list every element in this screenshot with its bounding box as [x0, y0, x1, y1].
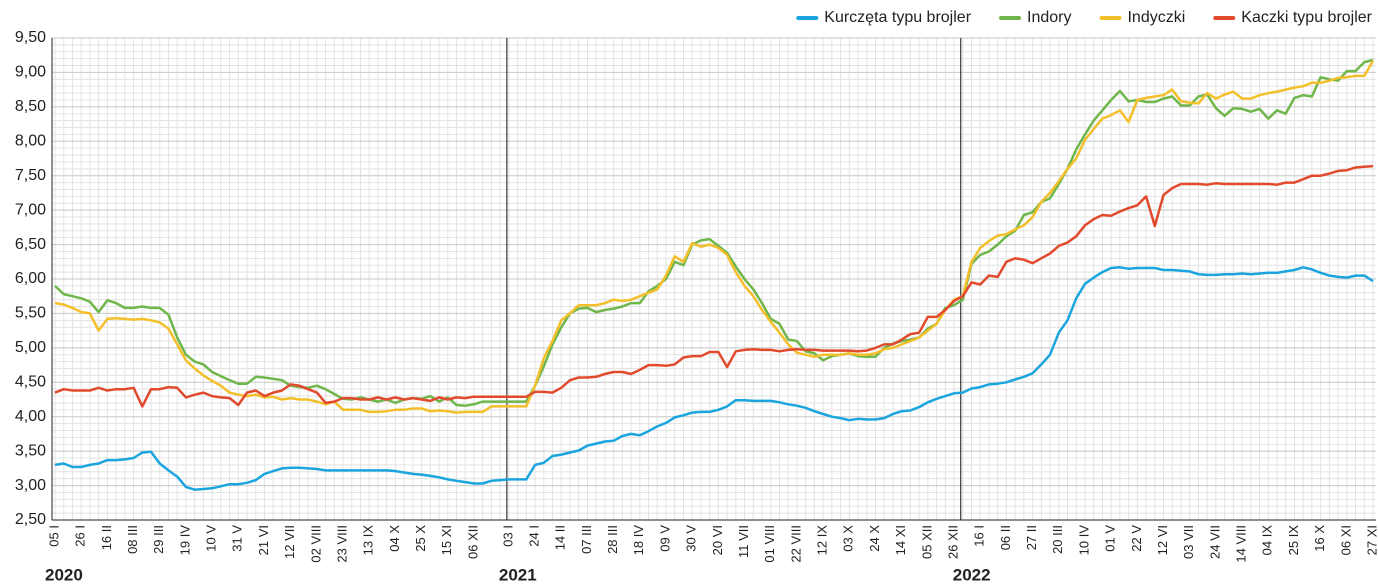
- x-tick-label: 31 V: [230, 525, 245, 552]
- x-tick-label: 12 IX: [815, 525, 830, 556]
- y-tick-label: 4,50: [15, 374, 46, 391]
- y-tick-label: 6,50: [15, 236, 46, 253]
- legend-label: Indory: [1027, 9, 1071, 26]
- x-tick-label: 06 II: [998, 525, 1013, 550]
- y-tick-label: 4,00: [15, 408, 46, 425]
- x-tick-label: 05 XII: [919, 525, 934, 559]
- legend-label: Kurczęta typu brojler: [824, 9, 971, 26]
- x-tick-label: 14 XI: [893, 525, 908, 555]
- x-tick-label: 22 VIII: [788, 525, 803, 563]
- series-line: [54, 60, 1375, 414]
- x-tick-label: 24 VII: [1207, 525, 1222, 559]
- x-tick-label: 01 V: [1103, 525, 1118, 552]
- x-tick-label: 25 IX: [1286, 525, 1301, 556]
- series-line: [54, 58, 1374, 407]
- y-tick-label: 6,00: [15, 270, 46, 287]
- y-tick-label: 9,50: [15, 29, 46, 46]
- series-line: [54, 266, 1374, 491]
- y-tick-label: 3,00: [15, 477, 46, 494]
- x-tick-label: 11 VII: [736, 525, 751, 558]
- x-tick-label: 18 IV: [631, 525, 646, 556]
- y-tick-label: 7,50: [15, 167, 46, 184]
- y-tick-label: 3,50: [15, 442, 46, 459]
- y-tick-label: 8,50: [15, 98, 46, 115]
- x-tick-label: 25 X: [413, 525, 428, 552]
- x-tick-label: 04 X: [387, 525, 402, 552]
- x-tick-label: 10 IV: [1076, 525, 1091, 556]
- y-tick-label: 9,00: [15, 64, 46, 81]
- x-tick-label: 09 V: [657, 525, 672, 552]
- year-label: 2020: [45, 565, 83, 584]
- x-tick-label: 03 I: [500, 525, 515, 547]
- x-tick-label: 04 IX: [1260, 525, 1275, 556]
- legend-label: Indyczki: [1127, 9, 1185, 26]
- x-tick-label: 30 V: [684, 525, 699, 552]
- x-tick-label: 29 III: [151, 525, 166, 554]
- x-tick-label: 16 I: [972, 525, 987, 547]
- x-tick-label: 24 X: [867, 525, 882, 552]
- legend-label: Kaczki typu brojler: [1241, 9, 1372, 26]
- x-tick-label: 28 III: [605, 525, 620, 554]
- x-tick-label: 21 VI: [256, 525, 271, 555]
- y-tick-label: 8,00: [15, 133, 46, 150]
- x-tick-label: 27 II: [1024, 525, 1039, 550]
- x-tick-label: 15 XI: [439, 525, 454, 555]
- y-tick-label: 5,50: [15, 305, 46, 322]
- x-tick-label: 16 II: [99, 525, 114, 550]
- x-tick-label: 24 I: [527, 525, 542, 547]
- x-tick-label: 01 VIII: [762, 525, 777, 563]
- x-tick-label: 20 III: [1050, 525, 1065, 554]
- x-tick-label: 03 X: [841, 525, 856, 552]
- x-tick-label: 02 VIII: [308, 525, 323, 563]
- x-tick-label: 07 III: [579, 525, 594, 554]
- x-tick-label: 05 I: [46, 525, 61, 547]
- x-tick-label: 20 VI: [710, 525, 725, 555]
- year-label: 2021: [499, 565, 537, 584]
- year-label: 2022: [953, 565, 991, 584]
- x-tick-label: 13 IX: [361, 525, 376, 556]
- y-tick-label: 2,50: [15, 511, 46, 528]
- x-tick-label: 26 I: [73, 525, 88, 547]
- x-tick-label: 12 VII: [282, 525, 297, 559]
- series-line: [54, 164, 1374, 408]
- x-tick-label: 03 VII: [1181, 525, 1196, 559]
- x-tick-label: 12 VI: [1155, 525, 1170, 555]
- x-tick-label: 27 XI: [1364, 525, 1378, 555]
- x-tick-label: 19 IV: [177, 525, 192, 556]
- x-tick-label: 14 VIII: [1234, 525, 1249, 563]
- y-tick-label: 7,00: [15, 201, 46, 218]
- x-tick-label: 06 XI: [1338, 525, 1353, 555]
- x-tick-label: 08 III: [125, 525, 140, 554]
- x-tick-label: 16 X: [1312, 525, 1327, 552]
- y-tick-label: 5,00: [15, 339, 46, 356]
- x-tick-label: 23 VIII: [334, 525, 349, 563]
- x-tick-label: 26 XII: [945, 525, 960, 559]
- x-tick-label: 10 V: [204, 525, 219, 552]
- x-tick-label: 22 V: [1129, 525, 1144, 552]
- x-tick-label: 14 II: [553, 525, 568, 550]
- x-tick-label: 06 XII: [465, 525, 480, 559]
